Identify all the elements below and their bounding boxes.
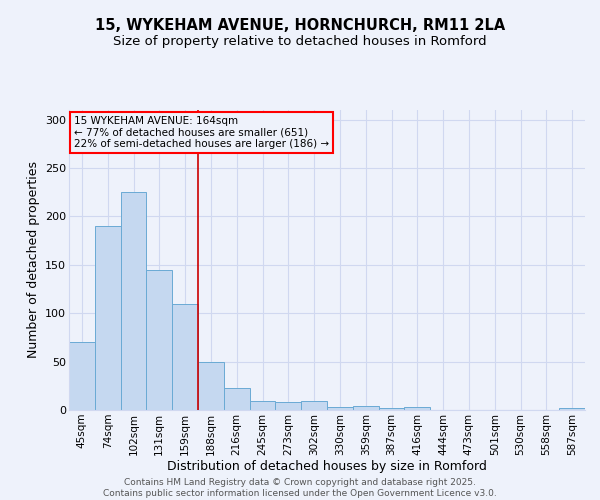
Text: 15 WYKEHAM AVENUE: 164sqm
← 77% of detached houses are smaller (651)
22% of semi: 15 WYKEHAM AVENUE: 164sqm ← 77% of detac… (74, 116, 329, 149)
Bar (379, 408, 404, 410)
Bar (353, 406, 379, 410)
Bar (250, 402, 275, 410)
Bar (275, 402, 301, 410)
Text: 15, WYKEHAM AVENUE, HORNCHURCH, RM11 2LA: 15, WYKEHAM AVENUE, HORNCHURCH, RM11 2LA (95, 18, 505, 32)
Bar (172, 304, 198, 410)
Bar (146, 270, 172, 410)
Bar (95, 226, 121, 410)
Bar (198, 362, 224, 410)
Y-axis label: Number of detached properties: Number of detached properties (26, 162, 40, 358)
Text: Contains HM Land Registry data © Crown copyright and database right 2025.
Contai: Contains HM Land Registry data © Crown c… (103, 478, 497, 498)
Bar (69, 342, 95, 410)
Bar (404, 407, 430, 410)
Bar (224, 388, 250, 410)
Bar (327, 407, 353, 410)
Bar (121, 192, 146, 410)
X-axis label: Distribution of detached houses by size in Romford: Distribution of detached houses by size … (167, 460, 487, 473)
Bar (559, 408, 585, 410)
Bar (301, 402, 327, 410)
Text: Size of property relative to detached houses in Romford: Size of property relative to detached ho… (113, 35, 487, 48)
